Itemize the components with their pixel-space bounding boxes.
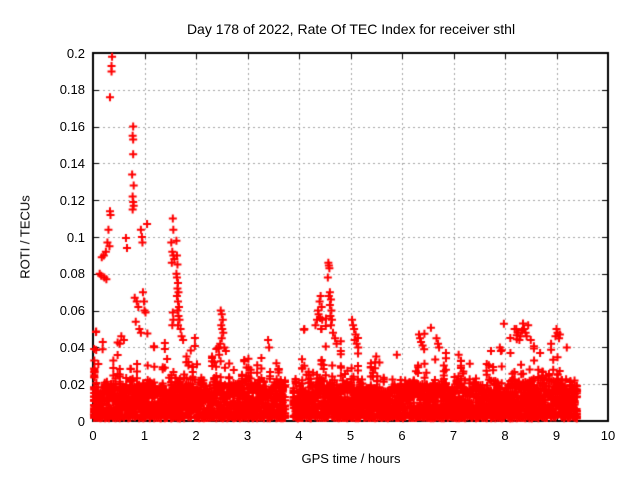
x-tick-label: 6: [398, 428, 406, 443]
x-tick-label: 8: [501, 428, 509, 443]
y-tick-label: 0.04: [59, 339, 85, 355]
y-tick-label: 0.02: [59, 376, 85, 392]
y-tick-label: 0.06: [59, 303, 85, 319]
x-tick-label: 3: [243, 428, 252, 443]
y-tick-label: 0.2: [66, 45, 85, 61]
x-tick-label: 5: [346, 428, 355, 443]
y-tick-label: 0.14: [59, 155, 85, 171]
x-axis-label: GPS time / hours: [301, 451, 401, 466]
y-tick-label: 0.16: [59, 119, 85, 135]
y-tick-label: 0: [77, 413, 85, 429]
x-tick-label: 9: [552, 428, 561, 443]
x-tick-label: 1: [140, 428, 149, 443]
x-tick-label: 4: [295, 428, 303, 443]
y-tick-label: 0.1: [66, 229, 85, 245]
x-tick-label: 10: [600, 428, 616, 443]
x-tick-label: 7: [449, 428, 458, 443]
y-tick-label: 0.08: [59, 266, 85, 282]
chart-title: Day 178 of 2022, Rate Of TEC Index for r…: [186, 21, 516, 37]
y-tick-label: 0.12: [59, 192, 85, 208]
x-tick-label: 2: [192, 428, 200, 443]
y-tick-label: 0.18: [59, 82, 85, 98]
x-tick-label: 0: [89, 428, 97, 443]
